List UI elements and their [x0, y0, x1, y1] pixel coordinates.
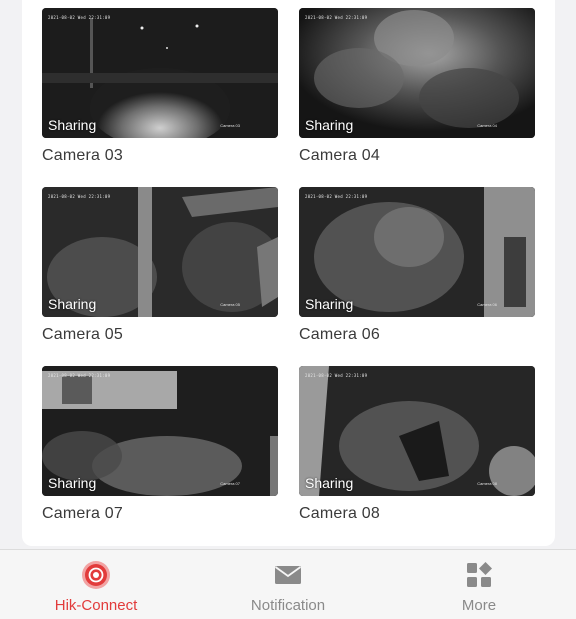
bottom-navigation: Hik-Connect Notification More: [0, 549, 576, 619]
osd-timestamp: 2021-08-02 Wed 22:31:09: [305, 194, 368, 199]
nav-tab-notification[interactable]: Notification: [198, 550, 378, 619]
camera-name: Camera 04: [299, 147, 380, 164]
osd-timestamp: 2021-08-02 Wed 22:31:09: [305, 373, 368, 378]
nav-label: Notification: [250, 597, 326, 614]
osd-timestamp: 2021-08-02 Wed 22:31:09: [48, 194, 111, 199]
osd-camera-label: Camera 06: [477, 302, 497, 307]
sharing-badge: Sharing: [305, 475, 354, 491]
sharing-badge: Sharing: [48, 475, 97, 491]
nav-tab-more[interactable]: More: [389, 550, 569, 619]
camera-tile[interactable]: 2021-08-02 Wed 22:31:09 Camera 08 Sharin…: [299, 366, 535, 523]
camera-thumbnail[interactable]: 2021-08-02 Wed 22:31:09 Camera 05 Sharin…: [42, 187, 278, 317]
osd-timestamp: 2021-08-02 Wed 22:31:09: [48, 15, 111, 20]
osd-camera-label: Camera 07: [220, 481, 240, 486]
hik-connect-icon: [82, 561, 110, 589]
nav-label: More: [461, 597, 497, 614]
nav-label: Hik-Connect: [54, 597, 138, 614]
camera-name: Camera 05: [42, 326, 123, 343]
camera-tile[interactable]: 2021-08-02 Wed 22:31:09 Camera 06 Sharin…: [299, 187, 535, 344]
camera-name: Camera 03: [42, 147, 123, 164]
camera-tile[interactable]: 2021-08-02 Wed 22:31:09 Camera 07 Sharin…: [42, 366, 278, 523]
osd-timestamp: 2021-08-02 Wed 22:31:09: [305, 15, 368, 20]
nav-tab-hik-connect[interactable]: Hik-Connect: [6, 550, 186, 619]
camera-tile[interactable]: 2021-08-02 Wed 22:31:09 Camera 03 Sharin…: [42, 8, 278, 165]
osd-camera-label: Camera 05: [220, 302, 240, 307]
camera-list-card: 2021-08-02 Wed 22:31:09 Camera 03 Sharin…: [22, 0, 555, 546]
osd-timestamp: 2021-08-02 Wed 22:31:09: [48, 373, 111, 378]
camera-name: Camera 08: [299, 505, 380, 522]
camera-thumbnail[interactable]: 2021-08-02 Wed 22:31:09 Camera 08 Sharin…: [299, 366, 535, 496]
camera-thumbnail[interactable]: 2021-08-02 Wed 22:31:09 Camera 07 Sharin…: [42, 366, 278, 496]
camera-thumbnail[interactable]: 2021-08-02 Wed 22:31:09 Camera 06 Sharin…: [299, 187, 535, 317]
camera-tile[interactable]: 2021-08-02 Wed 22:31:09 Camera 05 Sharin…: [42, 187, 278, 344]
sharing-badge: Sharing: [48, 117, 97, 133]
camera-name: Camera 07: [42, 505, 123, 522]
camera-tile[interactable]: 2021-08-02 Wed 22:31:09 Camera 04 Sharin…: [299, 8, 535, 165]
envelope-icon: [274, 566, 302, 584]
camera-name: Camera 06: [299, 326, 380, 343]
grid-icon: [467, 562, 492, 587]
sharing-badge: Sharing: [305, 117, 354, 133]
sharing-badge: Sharing: [48, 296, 97, 312]
osd-camera-label: Camera 04: [477, 123, 497, 128]
camera-thumbnail[interactable]: 2021-08-02 Wed 22:31:09 Camera 04 Sharin…: [299, 8, 535, 138]
osd-camera-label: Camera 03: [220, 123, 240, 128]
sharing-badge: Sharing: [305, 296, 354, 312]
osd-camera-label: Camera 08: [477, 481, 497, 486]
camera-thumbnail[interactable]: 2021-08-02 Wed 22:31:09 Camera 03 Sharin…: [42, 8, 278, 138]
